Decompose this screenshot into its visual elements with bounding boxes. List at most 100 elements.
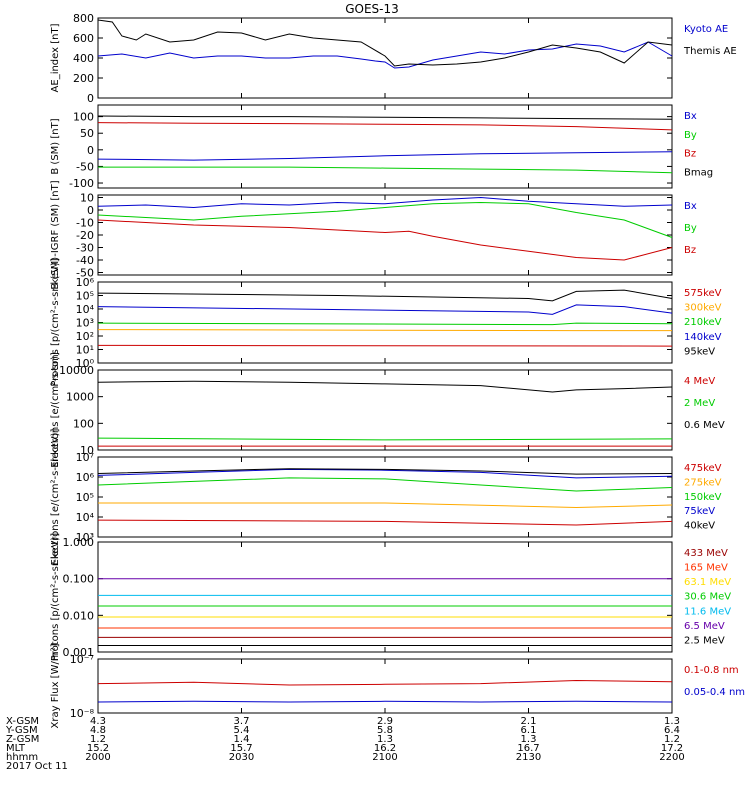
y-tick-label: 1000: [66, 391, 94, 404]
footer-value: 1.3: [521, 734, 537, 745]
y-axis-label: B (SM)-IGRF (SM) [nT]: [50, 180, 61, 289]
legend-entry: 4 MeV: [684, 376, 715, 387]
footer-value: 5.4: [234, 725, 250, 736]
series-line: [97, 468, 673, 475]
legend-entry: 575keV: [684, 288, 722, 299]
y-tick-label: -50: [76, 267, 94, 280]
footer-value: 1.2: [90, 734, 106, 745]
y-tick-label: 10⁰: [76, 357, 95, 370]
y-tick-label: 10³: [76, 531, 94, 544]
y-tick-label: 200: [73, 72, 94, 85]
legend-entry: Kyoto AE: [684, 24, 728, 35]
series-line: [97, 700, 673, 703]
footer-value: 6.1: [521, 725, 537, 736]
y-tick-label: 0.100: [63, 573, 95, 586]
y-tick-label: -100: [69, 177, 94, 190]
legend-entry: Themis AE: [683, 46, 737, 57]
y-tick-label: 10¹: [76, 344, 94, 357]
footer-value: 2100: [372, 752, 397, 763]
series-line: [97, 477, 673, 492]
series-line: [97, 196, 673, 209]
legend-entry: 11.6 MeV: [684, 606, 731, 617]
footer-value: 4.8: [90, 725, 106, 736]
y-tick-label: 400: [73, 52, 94, 65]
series-line: [98, 502, 673, 509]
legend-entry: 6.5 MeV: [684, 621, 725, 632]
legend-entry: Bz: [684, 149, 696, 160]
y-tick-label: 10000: [59, 364, 94, 377]
legend-entry: 150keV: [684, 492, 722, 503]
y-tick-label: 10⁴: [76, 303, 95, 316]
y-tick-label: 10⁵: [76, 491, 94, 504]
y-tick-label: 10⁶: [76, 276, 95, 289]
legend-entry: 63.1 MeV: [684, 577, 731, 588]
footer-value: 2200: [659, 752, 684, 763]
y-tick-label: 10: [80, 444, 94, 457]
y-axis-label: Xray Flux [W/m²]: [50, 643, 61, 728]
footer-value: 15.2: [87, 743, 109, 754]
legend-entry: 275keV: [684, 477, 722, 488]
series-line: [97, 322, 673, 326]
legend-entry: 210keV: [684, 317, 722, 328]
y-tick-label: 0: [87, 92, 94, 105]
series-line: [97, 679, 673, 686]
series-line: [97, 41, 673, 69]
legend-entry: 475keV: [684, 463, 722, 474]
legend-entry: 30.6 MeV: [684, 592, 731, 603]
y-tick-label: 100: [73, 111, 94, 124]
legend-entry: Bx: [684, 111, 697, 122]
footer-value: 4.3: [90, 716, 106, 727]
y-tick-label: -20: [76, 229, 94, 242]
panel-frame: [97, 17, 673, 99]
legend-entry: 0.05-0.4 nm: [684, 687, 745, 698]
y-tick-label: 10⁵: [76, 290, 94, 303]
y-tick-label: 10⁻⁸: [70, 707, 95, 720]
legend-entry: 0.1-0.8 nm: [684, 665, 739, 676]
legend-entry: 300keV: [684, 303, 722, 314]
series-line: [97, 122, 673, 131]
legend-entry: 2.5 MeV: [684, 635, 725, 646]
footer-row-label: Z-GSM: [6, 734, 39, 745]
series-line: [97, 289, 673, 302]
y-tick-label: 50: [80, 127, 94, 140]
legend-entry: 95keV: [684, 346, 715, 357]
panel-6: 10³ 10⁴ 10⁵ 10⁶ 10⁷ Electrons [e/(cm²-s-sr-ke…: [50, 428, 722, 565]
y-tick-label: 0.010: [63, 609, 95, 622]
series-line: [97, 468, 673, 479]
legend-entry: 140keV: [684, 332, 722, 343]
y-axis-label: AE_index [nT]: [50, 23, 61, 92]
footer-row-label: Y-GSM: [5, 725, 38, 736]
y-tick-label: -30: [76, 242, 94, 255]
series-line: [97, 219, 673, 261]
legend-entry: Bx: [684, 201, 697, 212]
series-line: [97, 437, 673, 441]
series-line: [98, 166, 673, 174]
y-tick-label: 10⁶: [76, 471, 95, 484]
series-line: [97, 519, 673, 526]
footer-value: 15.7: [230, 743, 252, 754]
y-tick-label: -50: [76, 160, 94, 173]
y-axis-label: Electrons [e/(cm²-s-sr-keV)]: [50, 428, 61, 565]
y-tick-label: 0: [87, 204, 94, 217]
footer-value: 2030: [229, 752, 254, 763]
y-axis-label: Protons [p/(cm²-s-sr-keV)]: [50, 533, 61, 661]
y-tick-label: 10⁻⁷: [70, 653, 94, 666]
footer-value: 1.3: [377, 734, 393, 745]
legend-entry: By: [684, 223, 697, 234]
footer-value: 1.2: [664, 734, 680, 745]
panel-8: 10⁻⁸ 10⁻⁷ Xray Flux [W/m²] 0.1-0.8 nm 0.05-0…: [50, 643, 745, 728]
footer-value: 2000: [85, 752, 110, 763]
y-tick-label: 10³: [76, 317, 94, 330]
y-axis-label: B (SM) [nT]: [50, 118, 61, 174]
legend-entry: 165 MeV: [684, 563, 728, 574]
panel-frame: [97, 369, 673, 451]
y-tick-label: 600: [73, 32, 94, 45]
series-line: [97, 380, 673, 393]
footer-value: 1.3: [664, 716, 680, 727]
footer-value: 5.8: [377, 725, 393, 736]
y-axis-label: Protons [p/(cm²-s-sr-keV)]: [50, 258, 61, 386]
legend-entry: 433 MeV: [684, 548, 728, 559]
